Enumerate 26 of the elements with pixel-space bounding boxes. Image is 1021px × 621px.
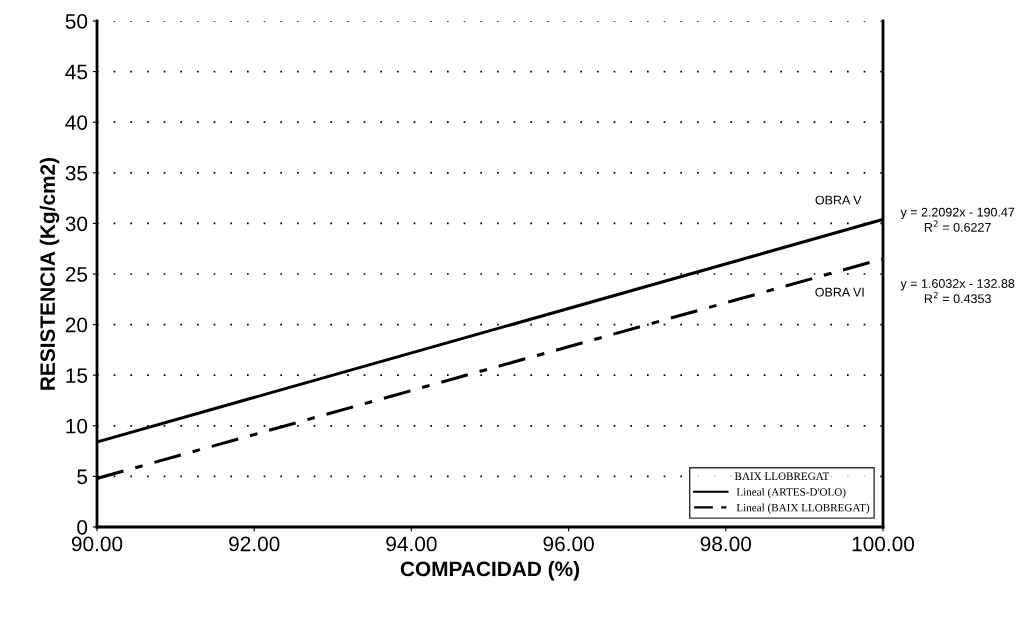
x-tick-label: 100.00 [852,536,915,552]
x-tick-label: 96.00 [543,536,594,552]
y-tick-label: 30 [65,216,88,232]
text: y = 2.2092x - 190.47 R$^{2}$ = 0.6227 [900,207,1015,232]
annotation: OBRA VI [815,287,864,297]
x-tick-label: 92.00 [229,536,280,552]
y-tick-label: 0 [77,520,88,535]
y-tick-label: 15 [66,368,88,383]
x-axis-title: COMPACIDAD (%) [400,561,580,581]
y-tick-label: 35 [65,165,88,181]
y-tick-label: 5 [77,469,88,485]
y-tick-label: 40 [65,115,88,130]
legend-label: Lineal (BAIX LLOBREGAT) [736,503,870,514]
y-tick-label: 10 [66,418,88,434]
legend-label: Lineal (ARTES-D'OLO) [736,487,846,498]
annotation: OBRA V [815,195,862,205]
y-tick-label: 50 [65,14,88,29]
y-tick-label: 45 [65,64,88,80]
y-tick-label: 25 [65,267,88,282]
y-axis-title: RESISTENCIA (Kg/cm2) [39,157,60,390]
y-tick-label: 20 [65,317,88,333]
legend-title: BAIX LLOBREGAT [734,472,830,481]
x-tick-label: 90.00 [71,536,123,552]
x-tick-label: 94.00 [386,536,437,552]
text: y = 1.6032x - 132.88 R$^{2}$ = 0.4353 [900,279,1015,304]
x-tick-label: 98.00 [700,536,752,552]
